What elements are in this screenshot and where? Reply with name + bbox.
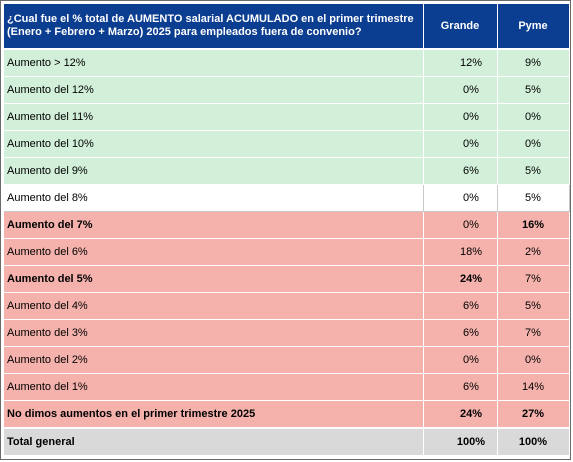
grande-value: 0% [423,211,498,239]
pyme-column-header: Pyme [497,4,570,50]
row-label: Aumento del 3% [4,319,424,347]
table-row: Aumento del 8% 0% 5% [4,184,570,212]
table-row: Aumento del 10% 0% 0% [4,130,570,158]
grande-value: 6% [423,373,498,401]
grande-value: 24% [423,265,498,293]
total-pyme-value: 100% [497,427,570,456]
header-row: ¿Cual fue el % total de AUMENTO salarial… [4,4,570,50]
pyme-value: 5% [497,157,570,185]
grande-value: 0% [423,76,498,104]
pyme-value: 0% [497,130,570,158]
table-row: Aumento del 9% 6% 5% [4,157,570,185]
row-label: Aumento del 4% [4,292,424,320]
question-header: ¿Cual fue el % total de AUMENTO salarial… [4,4,424,50]
row-label: Aumento del 7% [4,211,424,239]
table-row: Aumento > 12% 12% 9% [4,49,570,77]
pyme-value: 0% [497,103,570,131]
table-row: Aumento del 12% 0% 5% [4,76,570,104]
pyme-value: 7% [497,265,570,293]
table-row: Aumento del 11% 0% 0% [4,103,570,131]
grande-value: 0% [423,184,498,212]
row-label: Aumento del 1% [4,373,424,401]
pyme-value: 9% [497,49,570,77]
table-row: Aumento del 6% 18% 2% [4,238,570,266]
total-label: Total general [4,427,424,456]
grande-value: 0% [423,346,498,374]
row-label: Aumento > 12% [4,49,424,77]
grande-value: 18% [423,238,498,266]
row-label: Aumento del 10% [4,130,424,158]
table-row: Aumento del 5% 24% 7% [4,265,570,293]
pyme-value: 5% [497,76,570,104]
row-label: No dimos aumentos en el primer trimestre… [4,400,424,429]
table-row: Aumento del 1% 6% 14% [4,373,570,401]
pyme-value: 16% [497,211,570,239]
total-grande-value: 100% [423,427,498,456]
row-label: Aumento del 12% [4,76,424,104]
table-row: Aumento del 4% 6% 5% [4,292,570,320]
table-row: Aumento del 7% 0% 16% [4,211,570,239]
row-label: Aumento del 2% [4,346,424,374]
grande-value: 6% [423,292,498,320]
row-label: Aumento del 6% [4,238,424,266]
pyme-value: 27% [497,400,570,429]
grande-value: 6% [423,157,498,185]
table-row: Aumento del 3% 6% 7% [4,319,570,347]
row-label: Aumento del 8% [4,184,424,212]
grande-value: 0% [423,103,498,131]
grande-value: 12% [423,49,498,77]
grande-value: 6% [423,319,498,347]
pyme-value: 5% [497,292,570,320]
grande-value: 0% [423,130,498,158]
table-row: No dimos aumentos en el primer trimestre… [4,400,570,429]
row-label: Aumento del 9% [4,157,424,185]
pyme-value: 0% [497,346,570,374]
pyme-value: 5% [497,184,570,212]
salary-increase-table: ¿Cual fue el % total de AUMENTO salarial… [4,4,570,456]
pyme-value: 7% [497,319,570,347]
table-row: Aumento del 2% 0% 0% [4,346,570,374]
row-label: Aumento del 11% [4,103,424,131]
grande-value: 24% [423,400,498,429]
row-label: Aumento del 5% [4,265,424,293]
grande-column-header: Grande [423,4,498,50]
pyme-value: 2% [497,238,570,266]
total-row: Total general 100% 100% [4,427,570,456]
pyme-value: 14% [497,373,570,401]
